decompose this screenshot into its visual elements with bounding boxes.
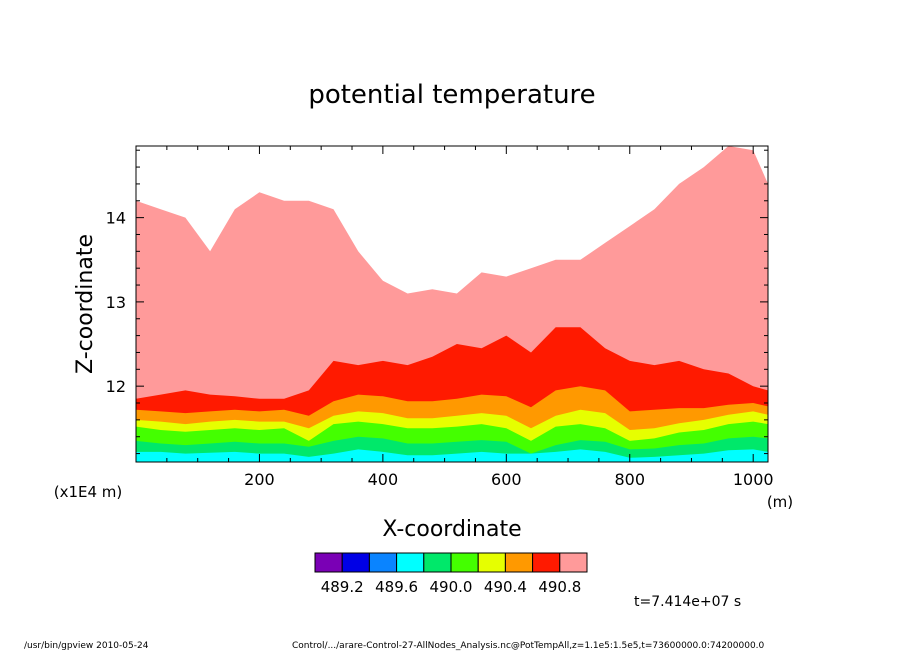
x-axis-label: X-coordinate xyxy=(382,517,521,542)
colorbar-label: 490.0 xyxy=(430,578,473,596)
contour-fill-layers xyxy=(136,146,768,462)
y-tick-label: 12 xyxy=(106,377,126,396)
colorbar: 489.2 489.6 490.0 490.4 490.8 xyxy=(314,552,588,596)
colorbar-swatch xyxy=(450,552,479,573)
x-axis-unit: (m) xyxy=(767,493,793,511)
y-tick-label: 13 xyxy=(106,293,126,312)
chart-title: potential temperature xyxy=(308,80,595,110)
colorbar-swatch xyxy=(504,552,534,573)
y-tick-label: 14 xyxy=(106,209,126,228)
colorbar-label: 490.8 xyxy=(538,578,581,596)
footer-left: /usr/bin/gpview 2010-05-24 xyxy=(24,641,149,651)
cyan-band xyxy=(136,449,768,462)
colorbar-swatch xyxy=(368,552,398,573)
colorbar-swatch xyxy=(396,552,425,573)
y-axis-unit: (x1E4 m) xyxy=(54,483,123,501)
y-axis-label: Z-coordinate xyxy=(73,234,98,374)
colorbar-swatch xyxy=(423,552,452,573)
colorbar-label: 489.2 xyxy=(321,578,364,596)
x-tick-label: 600 xyxy=(491,470,522,489)
time-label: t=7.414e+07 s xyxy=(634,594,742,610)
colorbar-swatch xyxy=(477,552,506,573)
colorbar-swatch xyxy=(559,552,588,573)
x-tick-label: 200 xyxy=(244,470,275,489)
x-tick-label: 400 xyxy=(368,470,399,489)
x-axis: 200 400 600 800 1000 xyxy=(166,146,774,489)
colorbar-swatch xyxy=(341,552,370,573)
colorbar-label: 490.4 xyxy=(484,578,527,596)
x-tick-label: 800 xyxy=(614,470,645,489)
colorbar-swatch xyxy=(314,552,343,573)
y-axis: 12 13 14 xyxy=(106,149,768,455)
footer-right: Control/.../arare-Control-27-AllNodes_An… xyxy=(292,641,765,651)
x-tick-label: 1000 xyxy=(733,470,774,489)
plot-frame xyxy=(135,145,769,463)
colorbar-swatch xyxy=(532,552,561,573)
colorbar-label: 489.6 xyxy=(375,578,418,596)
